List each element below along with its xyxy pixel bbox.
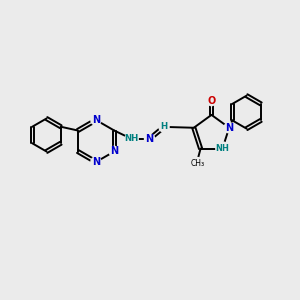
Circle shape: [125, 132, 138, 146]
Text: H: H: [160, 122, 167, 131]
Circle shape: [145, 134, 155, 144]
Circle shape: [224, 123, 234, 133]
Circle shape: [91, 157, 101, 167]
Circle shape: [109, 146, 119, 157]
Circle shape: [216, 142, 229, 155]
Text: N: N: [225, 123, 233, 133]
Circle shape: [91, 115, 101, 125]
Text: CH₃: CH₃: [190, 159, 205, 168]
Circle shape: [206, 95, 217, 106]
Text: NH: NH: [215, 144, 230, 153]
Circle shape: [159, 122, 169, 132]
Text: N: N: [92, 157, 100, 167]
Text: O: O: [207, 95, 216, 106]
Text: N: N: [110, 146, 118, 157]
Text: NH: NH: [124, 134, 139, 143]
Circle shape: [192, 158, 204, 169]
Text: N: N: [146, 134, 154, 144]
Text: N: N: [92, 115, 100, 125]
